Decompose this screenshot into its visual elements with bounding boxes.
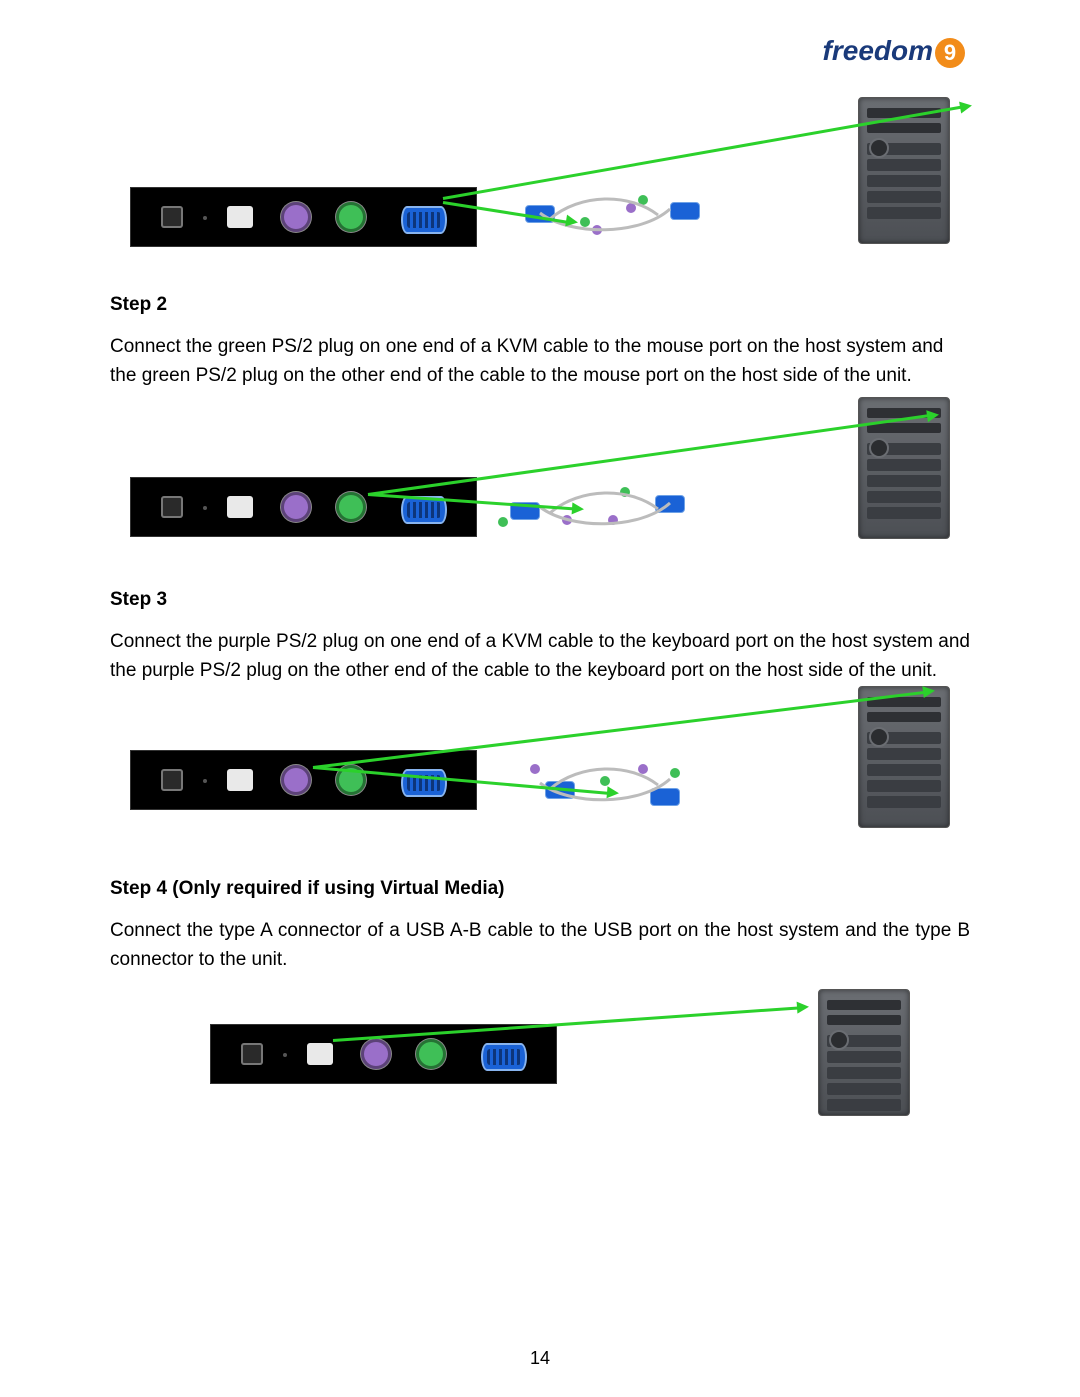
step2-text: Connect the green PS/2 plug on one end o… [110, 332, 970, 391]
figure-step4 [130, 989, 950, 1119]
figure-step1-continued [130, 97, 950, 252]
logo-text: freedom [823, 35, 933, 66]
brand-logo: freedom9 [823, 35, 965, 68]
step3-text: Connect the purple PS/2 plug on one end … [110, 627, 970, 686]
figure-step3 [130, 686, 950, 836]
logo-digit: 9 [935, 38, 965, 68]
figure-step2 [130, 397, 950, 547]
step2-heading: Step 2 [110, 294, 970, 316]
step4-text: Connect the type A connector of a USB A-… [110, 916, 970, 975]
page-number: 14 [0, 1348, 1080, 1369]
